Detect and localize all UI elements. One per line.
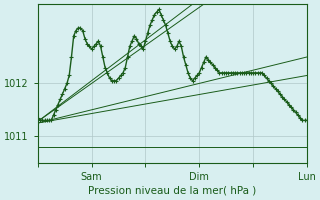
X-axis label: Pression niveau de la mer( hPa ): Pression niveau de la mer( hPa ) bbox=[88, 186, 257, 196]
